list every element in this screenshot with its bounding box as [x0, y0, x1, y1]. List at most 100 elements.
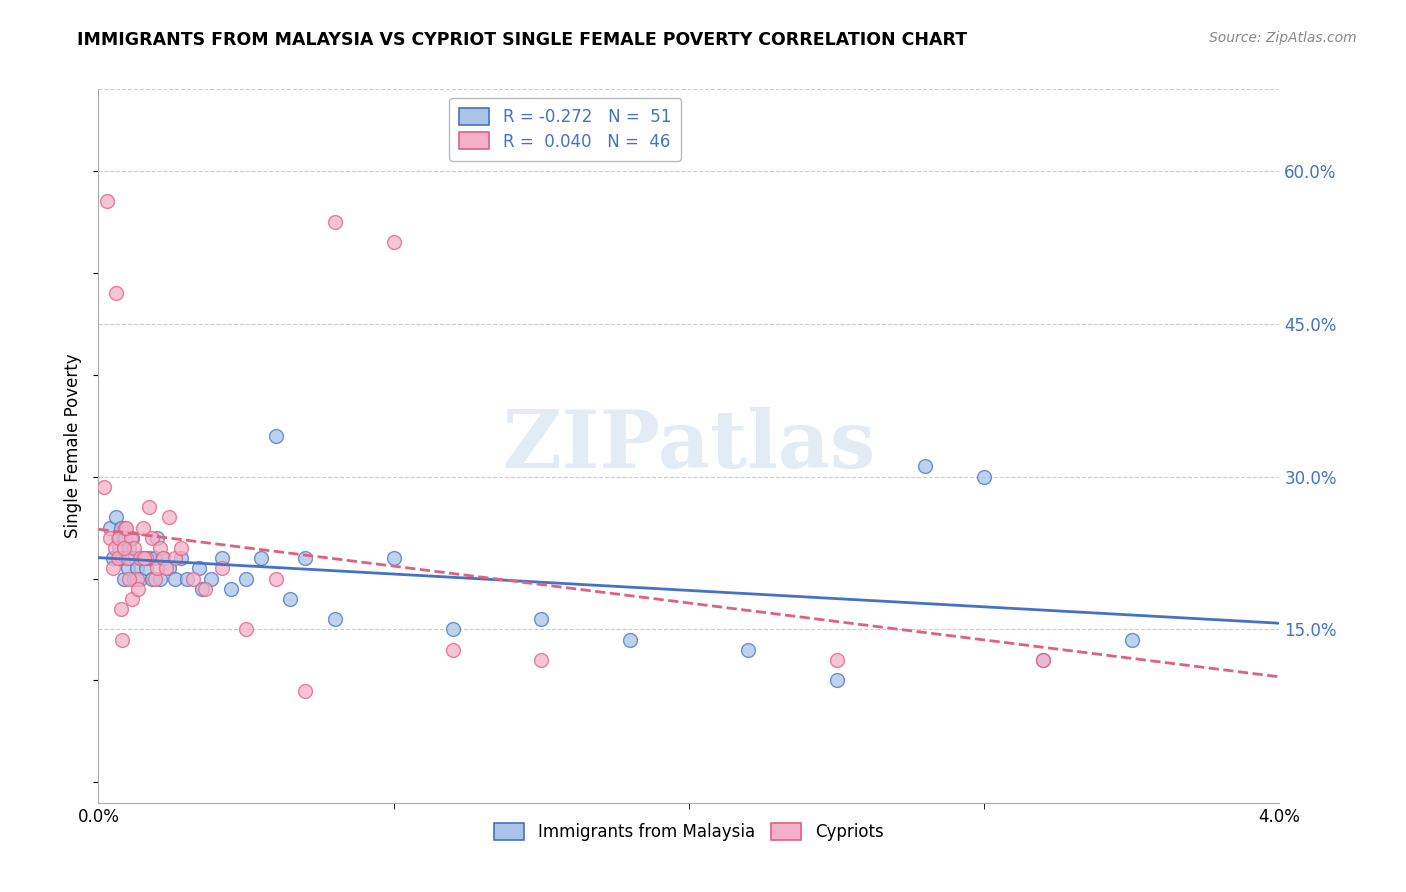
Point — [170, 541, 193, 555]
Point — [157, 561, 180, 575]
Point — [143, 551, 166, 566]
Point — [235, 623, 257, 637]
Point — [200, 572, 222, 586]
Point — [187, 561, 209, 575]
Point — [914, 459, 936, 474]
Point — [112, 572, 135, 586]
Y-axis label: Single Female Poverty: Single Female Poverty — [65, 354, 83, 538]
Point — [323, 215, 346, 229]
Point — [181, 572, 204, 586]
Point — [170, 551, 193, 566]
Point — [825, 653, 848, 667]
Point — [118, 541, 141, 555]
Point — [128, 572, 150, 586]
Point — [134, 551, 156, 566]
Point — [135, 551, 157, 566]
Point — [280, 591, 302, 606]
Point — [152, 551, 174, 566]
Legend: Immigrants from Malaysia, Cypriots: Immigrants from Malaysia, Cypriots — [488, 816, 890, 848]
Point — [111, 632, 134, 647]
Point — [108, 541, 131, 555]
Point — [825, 673, 848, 688]
Point — [124, 551, 146, 566]
Point — [250, 551, 273, 566]
Point — [115, 520, 138, 534]
Point — [118, 572, 141, 586]
Point — [530, 612, 553, 626]
Point — [1032, 653, 1054, 667]
Point — [264, 429, 287, 443]
Point — [114, 531, 136, 545]
Point — [103, 561, 125, 575]
Point — [155, 561, 177, 575]
Point — [441, 643, 464, 657]
Point — [138, 500, 160, 515]
Point — [530, 653, 553, 667]
Point — [211, 551, 233, 566]
Point — [264, 572, 287, 586]
Point — [112, 541, 135, 555]
Point — [121, 591, 143, 606]
Point — [125, 561, 148, 575]
Point — [382, 235, 405, 249]
Text: Source: ZipAtlas.com: Source: ZipAtlas.com — [1209, 31, 1357, 45]
Point — [165, 551, 187, 566]
Point — [120, 551, 142, 566]
Point — [114, 520, 136, 534]
Point — [149, 541, 172, 555]
Point — [111, 551, 134, 566]
Point — [93, 480, 115, 494]
Point — [125, 572, 148, 586]
Point — [110, 602, 132, 616]
Point — [294, 551, 316, 566]
Point — [104, 541, 127, 555]
Point — [441, 623, 464, 637]
Point — [152, 551, 174, 566]
Point — [143, 572, 166, 586]
Point — [211, 561, 233, 575]
Point — [120, 531, 142, 545]
Point — [132, 551, 155, 566]
Point — [122, 572, 145, 586]
Point — [382, 551, 405, 566]
Point — [122, 541, 145, 555]
Point — [107, 551, 129, 566]
Point — [138, 551, 160, 566]
Point — [1121, 632, 1143, 647]
Point — [128, 551, 150, 566]
Point — [135, 561, 157, 575]
Point — [105, 510, 128, 524]
Point — [105, 286, 128, 301]
Text: IMMIGRANTS FROM MALAYSIA VS CYPRIOT SINGLE FEMALE POVERTY CORRELATION CHART: IMMIGRANTS FROM MALAYSIA VS CYPRIOT SING… — [77, 31, 967, 49]
Point — [323, 612, 346, 626]
Point — [194, 582, 217, 596]
Point — [191, 582, 214, 596]
Point — [235, 572, 257, 586]
Point — [103, 551, 125, 566]
Point — [1032, 653, 1054, 667]
Point — [110, 520, 132, 534]
Point — [176, 572, 198, 586]
Point — [117, 551, 139, 566]
Point — [121, 531, 143, 545]
Point — [108, 531, 131, 545]
Point — [146, 561, 169, 575]
Point — [127, 582, 149, 596]
Point — [98, 531, 121, 545]
Point — [107, 531, 129, 545]
Point — [117, 561, 139, 575]
Point — [146, 531, 169, 545]
Point — [973, 469, 995, 483]
Point — [619, 632, 641, 647]
Point — [141, 531, 163, 545]
Point — [96, 194, 118, 209]
Point — [294, 683, 316, 698]
Point — [157, 510, 180, 524]
Point — [165, 572, 187, 586]
Point — [115, 551, 138, 566]
Point — [737, 643, 759, 657]
Point — [132, 520, 155, 534]
Point — [149, 572, 172, 586]
Point — [221, 582, 243, 596]
Point — [141, 572, 163, 586]
